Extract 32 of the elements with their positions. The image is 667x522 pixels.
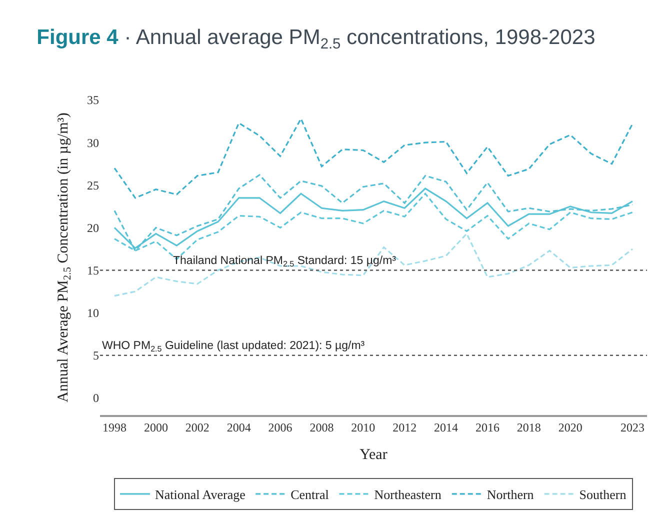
y-tick-label: 10 bbox=[87, 306, 99, 320]
y-tick-label: 25 bbox=[87, 178, 99, 192]
x-tick-label: 2008 bbox=[310, 420, 334, 434]
x-tick-label: 2010 bbox=[351, 420, 376, 434]
y-tick-label: 5 bbox=[93, 348, 99, 363]
y-tick-label: 0 bbox=[93, 391, 99, 406]
line-series bbox=[114, 118, 634, 199]
ref-line-label: Thailand National PM$_{2.5}$ Standard: 15 µg/m³ bbox=[173, 255, 396, 268]
y-tick-label: 15 bbox=[87, 263, 99, 278]
ref-line-label: WHO PM$_{2.5}$ Guideline (last updated: 2021): 5 µg/m³ bbox=[102, 340, 365, 354]
y-tick-label: 35 bbox=[87, 93, 99, 108]
legend-label: Central bbox=[290, 487, 330, 502]
x-tick-label: 2018 bbox=[516, 420, 541, 434]
x-tick-label: 2002 bbox=[185, 420, 210, 434]
legend-label: National Average bbox=[155, 487, 246, 502]
x-tick-label: 2004 bbox=[226, 420, 251, 434]
x-tick-label: 2000 bbox=[144, 420, 168, 434]
x-axis-title: Year bbox=[360, 446, 388, 463]
line-series bbox=[114, 232, 634, 297]
y-tick-label: 20 bbox=[87, 220, 99, 235]
x-tick-label: 2023 bbox=[620, 420, 644, 434]
x-tick-label: 2006 bbox=[268, 420, 292, 434]
legend-label: Northeastern bbox=[374, 487, 442, 502]
y-tick-label: 30 bbox=[87, 136, 99, 150]
x-tick-label: 2016 bbox=[475, 420, 500, 434]
x-tick-label: 2014 bbox=[434, 420, 458, 434]
x-tick-label: 2020 bbox=[558, 420, 582, 434]
chart-title: Figure 4 · Annual average PM$_{2.5}$ concentrations, 1998-2023 bbox=[36, 26, 596, 52]
legend-label: Southern bbox=[579, 487, 627, 502]
x-tick-label: 2012 bbox=[392, 420, 417, 434]
x-tick-label: 1998 bbox=[102, 420, 126, 434]
legend-label: Northern bbox=[486, 487, 534, 502]
